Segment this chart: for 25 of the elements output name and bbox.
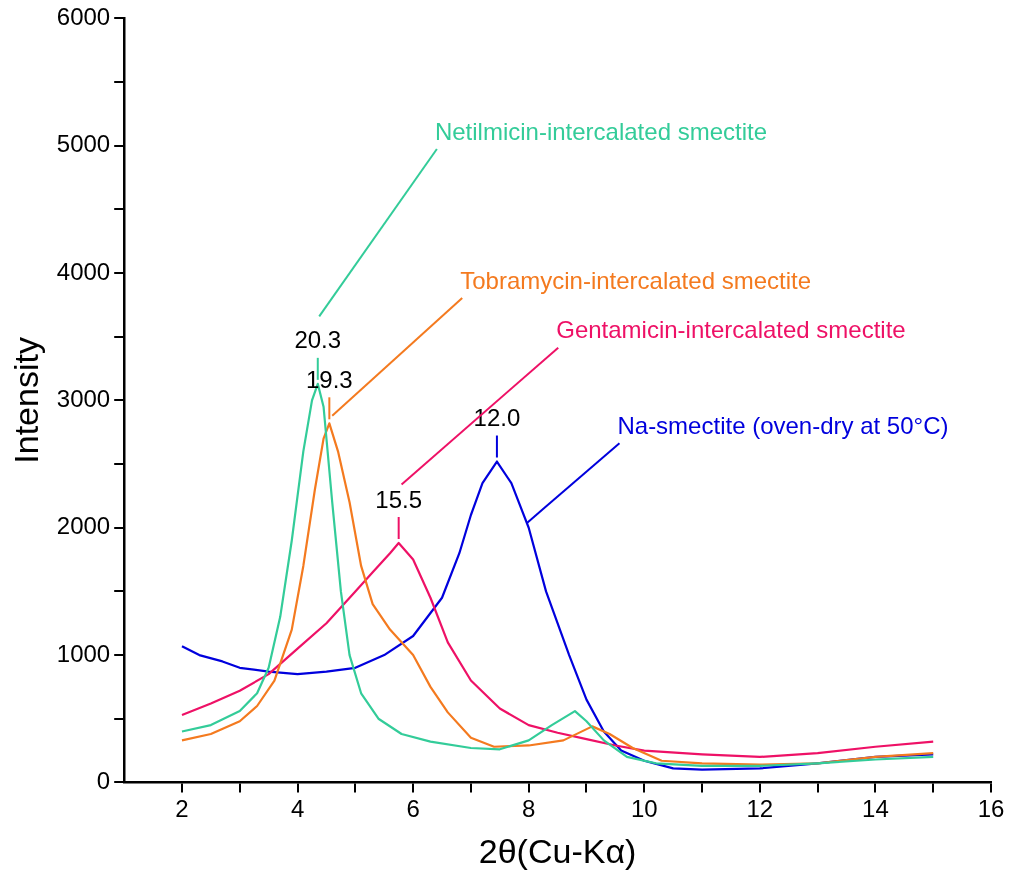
x-axis-title: 2θ(Cu-Kα) xyxy=(478,831,637,870)
x-tick-label: 10 xyxy=(630,795,658,823)
annotation: 12.0 xyxy=(473,404,521,432)
x-tick-label: 16 xyxy=(977,795,1005,823)
y-axis-title: Intensity xyxy=(6,337,45,464)
y-tick-label: 3000 xyxy=(56,385,111,413)
y-tick-label: 0 xyxy=(96,767,111,795)
text: Gentamicin-intercalated smectite xyxy=(556,316,906,344)
x-tick-label: 8 xyxy=(522,795,536,823)
x-tick-label: 12 xyxy=(746,795,774,823)
y-tick-label: 5000 xyxy=(56,130,111,158)
y-tick-label: 6000 xyxy=(56,3,111,31)
x-tick-label: 14 xyxy=(862,795,889,823)
y-tick-label: 1000 xyxy=(56,639,111,667)
y-tick-label: 4000 xyxy=(56,257,111,285)
x-tick-label: 4 xyxy=(290,795,305,823)
text: Netilmicin-intercalated smectite xyxy=(434,117,767,145)
annotation: 15.5 xyxy=(375,485,423,513)
text: Na-smectite (oven-dry at 50°C) xyxy=(617,411,949,439)
x-tick-label: 2 xyxy=(175,795,189,823)
annotation: 20.3 xyxy=(294,326,342,354)
annotation: 19.3 xyxy=(305,365,353,393)
y-tick-label: 2000 xyxy=(56,512,111,540)
text: Tobramycin-intercalated smectite xyxy=(460,266,812,294)
x-tick-label: 6 xyxy=(406,795,420,823)
